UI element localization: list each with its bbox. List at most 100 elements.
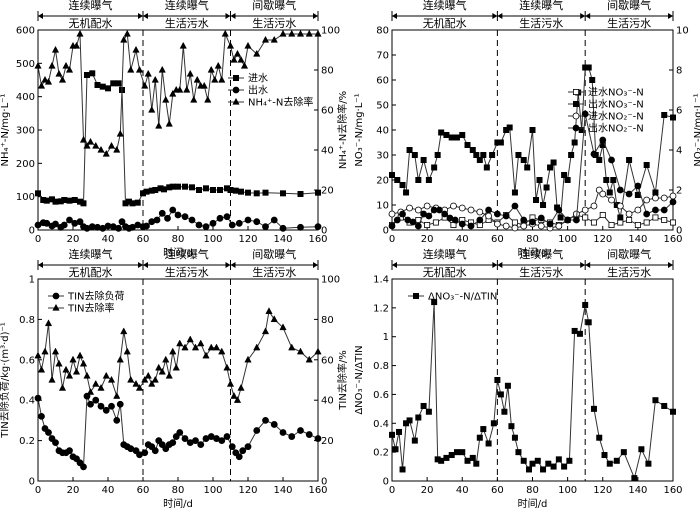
data-point <box>438 129 445 136</box>
data-point <box>58 383 67 391</box>
data-point <box>394 176 401 183</box>
data-point <box>270 421 278 428</box>
data-point <box>582 301 589 308</box>
y-tick-label: 100 <box>16 192 35 203</box>
data-point <box>480 426 487 433</box>
phase-arrow-left <box>230 262 236 268</box>
data-point <box>652 194 659 202</box>
data-point <box>253 190 260 197</box>
data-point <box>540 201 547 208</box>
data-point <box>80 200 87 207</box>
data-point <box>261 327 270 335</box>
series-0 <box>35 70 321 207</box>
data-point <box>186 335 194 343</box>
y2-tick-label: 0 <box>676 226 682 237</box>
phase-arrow-right <box>668 13 673 19</box>
x-tick-label: 20 <box>67 234 80 245</box>
data-point <box>92 396 100 404</box>
data-point <box>230 55 238 63</box>
legend-label: ΔNO₃⁻-N/ΔTIN <box>428 292 497 303</box>
y2-tick-label: 40 <box>321 146 334 157</box>
data-point <box>188 184 195 191</box>
data-point <box>62 365 70 373</box>
legend-label: 出水NO₃⁻-N <box>588 98 644 111</box>
data-point <box>52 198 59 205</box>
data-point <box>253 343 261 351</box>
data-point <box>414 222 422 230</box>
y-tick-label: 0.6 <box>373 390 389 401</box>
data-point <box>571 139 578 146</box>
x-tick-label: 60 <box>137 234 150 245</box>
data-point <box>169 183 176 190</box>
data-point <box>396 428 403 435</box>
data-point <box>204 95 212 103</box>
y2-tick-label: 80 <box>321 66 334 77</box>
x-axis-label: 时间/d <box>518 246 548 259</box>
data-point <box>66 216 73 224</box>
x-tick-label: 20 <box>67 485 80 496</box>
data-point <box>65 371 74 379</box>
data-point <box>71 196 78 203</box>
data-point <box>164 214 171 222</box>
data-point <box>218 347 226 355</box>
data-point <box>314 347 322 355</box>
data-point <box>151 447 159 455</box>
data-point <box>181 435 189 442</box>
legend-marker <box>572 124 580 132</box>
data-point <box>540 466 547 473</box>
data-point <box>620 449 627 456</box>
data-point <box>490 420 497 427</box>
data-point <box>448 134 455 141</box>
data-point <box>127 65 135 73</box>
x-tick-label: 40 <box>456 234 469 245</box>
data-point <box>52 439 59 447</box>
data-point <box>296 29 305 37</box>
phase-label: 生活污水 <box>519 265 563 279</box>
data-point <box>473 460 480 467</box>
data-point <box>186 69 194 77</box>
data-point <box>237 383 245 391</box>
data-point <box>431 164 438 171</box>
data-point <box>464 457 471 464</box>
y2-tick-label: 20 <box>321 186 334 197</box>
data-point <box>123 29 131 37</box>
data-point <box>451 216 459 224</box>
series-line <box>391 302 674 480</box>
x-tick-label: 0 <box>389 234 395 245</box>
data-point <box>155 363 163 371</box>
data-point <box>143 188 150 195</box>
phase-arrow-right <box>580 13 586 19</box>
data-point <box>44 319 53 327</box>
data-point <box>617 219 624 226</box>
y-tick-label: 60 <box>376 76 389 87</box>
data-point <box>489 151 496 158</box>
data-point <box>296 347 305 355</box>
phase-label: 无机配水 <box>423 265 467 279</box>
x-tick-label: 0 <box>389 485 395 496</box>
data-point <box>216 214 224 222</box>
data-point <box>209 186 216 193</box>
y-tick-label: 20 <box>376 176 389 187</box>
x-tick-label: 120 <box>593 485 612 496</box>
y2-axis-label: NO₂⁻-N/mg·L⁻¹ <box>693 93 700 166</box>
data-point <box>66 197 73 204</box>
data-point <box>244 189 251 196</box>
x-tick-label: 60 <box>137 485 150 496</box>
data-point <box>41 75 49 83</box>
data-point <box>420 402 427 409</box>
data-point <box>493 220 501 228</box>
data-point <box>79 359 88 367</box>
legend: ΔNO₃⁻-N/ΔTIN <box>408 292 497 303</box>
data-point <box>169 347 177 355</box>
y-tick-label: 0.2 <box>373 448 389 459</box>
data-point <box>58 75 67 83</box>
x-tick-label: 160 <box>663 485 682 496</box>
data-point <box>192 437 199 445</box>
data-point <box>424 221 431 228</box>
data-point <box>87 400 94 408</box>
phase-label: 生活污水 <box>252 16 296 30</box>
data-point <box>107 375 116 383</box>
data-point <box>643 219 650 226</box>
phase-arrow-left <box>585 262 591 268</box>
